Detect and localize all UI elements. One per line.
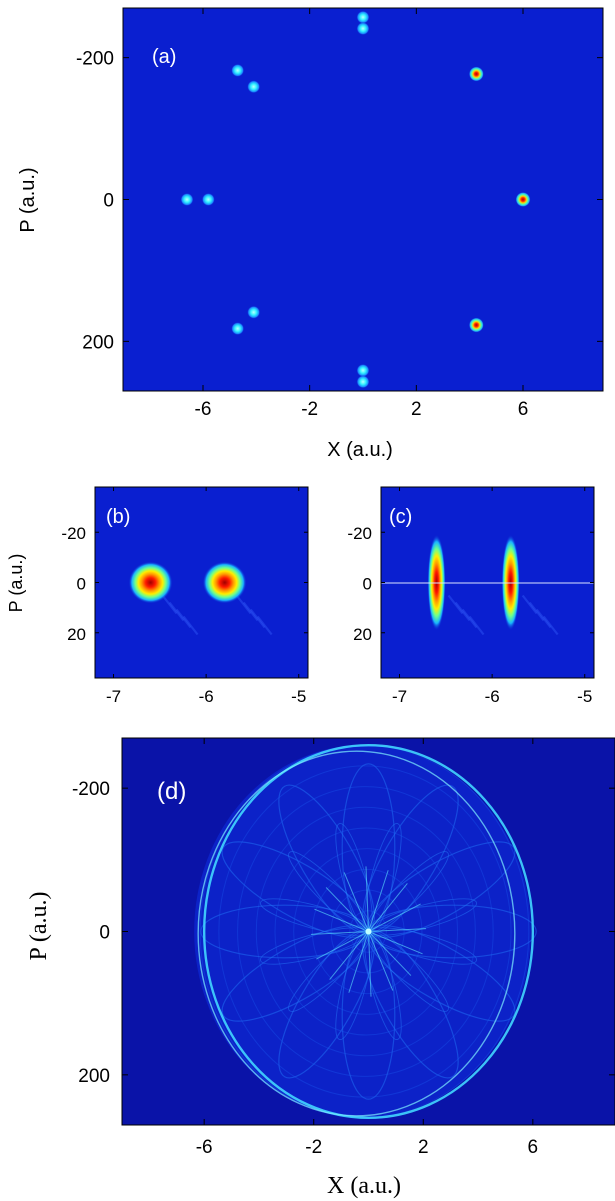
interference-fringe — [182, 615, 199, 636]
interference-fringe — [447, 594, 464, 615]
y-tick-label: 20 — [353, 625, 372, 644]
ring-center — [365, 928, 372, 935]
interference-fringe — [256, 615, 273, 636]
x-tick-label: -7 — [392, 687, 407, 706]
panel-d-interference-ring — [194, 743, 537, 1120]
panel-d: (d) -6 -2 2 6 -200 0 200 X (a.u.) P (a.u.) — [26, 737, 615, 1199]
panel-c-label: (c) — [389, 506, 412, 528]
panel-a-ylabel: P (a.u.) — [17, 167, 39, 232]
wigner-peak — [201, 193, 215, 206]
panel-b-label: (b) — [106, 506, 130, 528]
x-tick-label: -6 — [195, 399, 212, 420]
panel-a-label: (a) — [152, 46, 176, 68]
x-tick-label: -6 — [196, 1137, 213, 1158]
panel-a-spots — [180, 10, 531, 389]
wigner-peak — [356, 363, 370, 377]
wigner-peak — [356, 10, 370, 24]
panel-d-xlabel: X (a.u.) — [327, 1173, 401, 1199]
panel-c: (c) -7 -6 -5 -20 0 20 — [347, 486, 595, 706]
interference-fringe — [454, 601, 471, 622]
y-tick-label: 20 — [67, 625, 86, 644]
x-tick-label: -6 — [485, 687, 500, 706]
x-tick-label: 2 — [418, 1137, 429, 1158]
concentric-fringe — [311, 868, 423, 995]
y-tick-label: 0 — [103, 191, 114, 212]
wigner-peak — [356, 375, 370, 389]
panel-a-background — [123, 8, 603, 391]
concentric-fringe — [255, 806, 476, 1057]
concentric-fringe — [274, 827, 459, 1036]
wigner-peak — [231, 322, 245, 336]
panel-b-ylabel: P (a.u.) — [6, 554, 26, 613]
x-tick-label: -2 — [305, 1137, 322, 1158]
x-tick-label: -6 — [199, 687, 214, 706]
interference-fringe — [461, 608, 478, 629]
interference-fringe — [535, 608, 552, 629]
panel-c-axes: -7 -6 -5 -20 0 20 — [347, 487, 594, 706]
panel-d-ylabel: P (a.u.) — [26, 891, 52, 960]
panel-a-xlabel: X (a.u.) — [327, 439, 393, 461]
panel-b-axes: -7 -6 -5 -20 0 20 — [61, 487, 308, 706]
wigner-peak — [247, 305, 261, 319]
panel-b: (b) -7 -6 -5 -20 0 20 P (a.u.) — [6, 486, 309, 706]
y-tick-label: 0 — [99, 923, 110, 944]
panel-b-spots — [128, 561, 273, 636]
interference-fringe — [168, 601, 185, 622]
interference-fringe — [161, 594, 178, 615]
y-tick-label: 200 — [82, 332, 114, 353]
inner-rim — [197, 750, 516, 1117]
panel-a: (a) -6 -2 2 6 -200 0 200 X (a.u.) P (a.u.) — [17, 7, 604, 461]
wigner-peak — [128, 561, 173, 604]
concentric-fringe — [293, 848, 441, 1015]
x-tick-label: 6 — [518, 399, 529, 420]
interference-fringe — [521, 594, 538, 615]
interference-fringe — [528, 601, 545, 622]
panel-d-axes: -6 -2 2 6 -200 0 200 — [72, 738, 615, 1158]
y-tick-label: 200 — [78, 1066, 110, 1087]
y-tick-label: -200 — [72, 779, 110, 800]
x-tick-label: -5 — [291, 687, 306, 706]
x-tick-label: 2 — [411, 399, 422, 420]
x-tick-label: -7 — [106, 687, 121, 706]
interference-fringe — [542, 615, 559, 636]
panel-a-axes: -6 -2 2 6 -200 0 200 — [76, 8, 603, 420]
concentric-fringe — [237, 786, 494, 1077]
x-tick-label: 6 — [528, 1137, 539, 1158]
interference-fringe — [175, 608, 192, 629]
interference-fringe — [468, 615, 485, 636]
wigner-peak — [468, 317, 484, 333]
x-tick-label: -2 — [301, 399, 318, 420]
interference-fringe — [242, 601, 259, 622]
wigner-peak — [468, 66, 484, 82]
outer-rim — [202, 743, 535, 1120]
y-tick-label: -200 — [76, 49, 114, 70]
interference-fringe — [249, 608, 266, 629]
y-tick-label: 0 — [363, 575, 372, 594]
wigner-peak — [202, 561, 247, 604]
wigner-peak — [515, 192, 531, 207]
x-tick-label: -5 — [577, 687, 592, 706]
panel-d-label: (d) — [157, 778, 186, 805]
interference-fringe — [235, 594, 252, 615]
concentric-fringe — [218, 765, 512, 1098]
wigner-peak — [180, 193, 194, 206]
wigner-peak — [247, 80, 261, 94]
wigner-peak — [356, 22, 370, 36]
y-tick-label: -20 — [347, 524, 372, 543]
y-tick-label: 0 — [77, 575, 86, 594]
concentric-fringe — [330, 889, 405, 974]
y-tick-label: -20 — [61, 524, 86, 543]
wigner-peak — [231, 63, 245, 77]
